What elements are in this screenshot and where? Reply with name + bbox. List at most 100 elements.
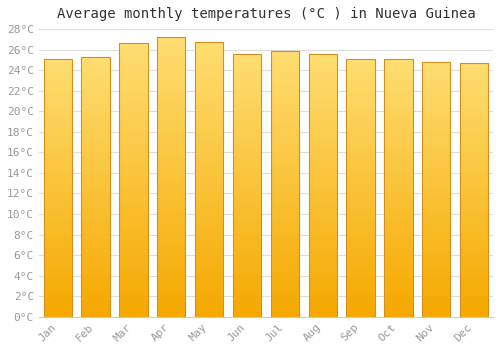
Bar (270, 55, 299, 60)
Bar (82, 243, 110, 247)
Bar (157, 214, 186, 219)
Bar (346, 158, 375, 162)
Bar (422, 270, 450, 274)
Bar (308, 93, 337, 98)
Bar (195, 198, 224, 203)
Bar (44, 106, 72, 111)
Bar (195, 248, 224, 253)
Bar (308, 295, 337, 299)
Bar (82, 291, 110, 295)
Bar (44, 270, 72, 274)
Bar (270, 104, 299, 108)
Bar (460, 203, 488, 207)
Bar (119, 244, 148, 248)
Bar (308, 141, 337, 146)
Bar (119, 162, 148, 167)
Bar (346, 153, 375, 158)
Bar (195, 308, 224, 312)
Bar (233, 198, 261, 203)
Bar (384, 287, 412, 291)
Bar (346, 313, 375, 317)
Bar (270, 157, 299, 162)
Bar (157, 210, 186, 214)
Bar (44, 188, 72, 192)
Bar (82, 252, 110, 256)
Bar (270, 144, 299, 148)
Bar (233, 76, 261, 80)
Bar (82, 139, 110, 144)
Bar (233, 268, 261, 273)
Bar (384, 115, 412, 119)
Bar (195, 262, 224, 266)
Bar (233, 93, 261, 98)
Bar (308, 63, 337, 67)
Bar (195, 212, 224, 216)
Bar (195, 84, 224, 88)
Bar (44, 68, 72, 72)
Bar (157, 242, 186, 247)
Bar (233, 159, 261, 163)
Bar (119, 289, 148, 294)
Bar (44, 72, 72, 76)
Bar (308, 282, 337, 286)
Bar (346, 85, 375, 89)
Bar (195, 106, 224, 111)
Bar (195, 184, 224, 189)
Bar (308, 211, 337, 216)
Bar (346, 252, 375, 257)
Bar (195, 276, 224, 280)
Bar (233, 89, 261, 93)
Bar (270, 188, 299, 193)
Bar (422, 75, 450, 79)
Bar (270, 51, 299, 55)
Bar (82, 156, 110, 161)
Bar (460, 190, 488, 194)
Bar (422, 177, 450, 181)
Bar (157, 61, 186, 65)
Bar (195, 207, 224, 212)
Bar (82, 300, 110, 304)
Bar (346, 248, 375, 252)
Bar (119, 43, 148, 48)
Bar (233, 54, 261, 317)
Bar (195, 266, 224, 271)
Bar (82, 135, 110, 139)
Bar (270, 153, 299, 157)
Bar (195, 285, 224, 289)
Bar (195, 79, 224, 84)
Bar (384, 158, 412, 162)
Bar (384, 308, 412, 313)
Bar (195, 271, 224, 276)
Bar (270, 197, 299, 202)
Bar (233, 260, 261, 264)
Bar (384, 132, 412, 136)
Bar (346, 270, 375, 274)
Bar (195, 280, 224, 285)
Bar (460, 186, 488, 190)
Bar (119, 75, 148, 80)
Bar (270, 308, 299, 312)
Bar (195, 175, 224, 180)
Bar (346, 214, 375, 218)
Bar (270, 126, 299, 131)
Bar (460, 101, 488, 105)
Bar (119, 189, 148, 194)
Bar (422, 245, 450, 249)
Bar (157, 186, 186, 191)
Bar (233, 225, 261, 229)
Bar (270, 286, 299, 290)
Bar (119, 43, 148, 317)
Bar (195, 253, 224, 257)
Bar (82, 256, 110, 260)
Bar (270, 312, 299, 317)
Bar (308, 98, 337, 102)
Bar (82, 83, 110, 87)
Bar (157, 289, 186, 294)
Bar (233, 264, 261, 268)
Bar (195, 152, 224, 157)
Bar (384, 300, 412, 304)
Bar (157, 103, 186, 107)
Bar (119, 253, 148, 258)
Bar (422, 70, 450, 75)
Bar (195, 134, 224, 139)
